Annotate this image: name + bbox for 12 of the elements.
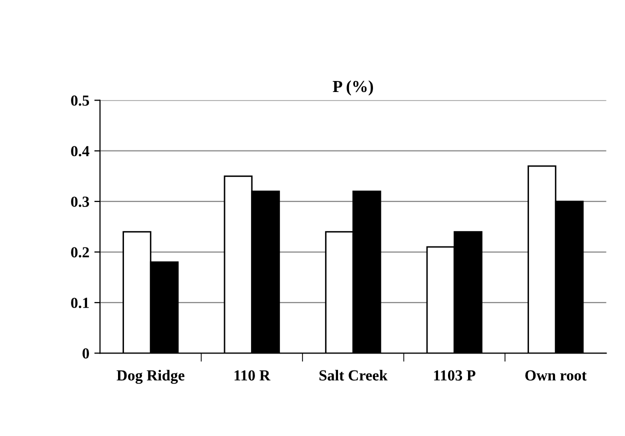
x-tick-label: 110 R bbox=[234, 370, 270, 381]
x-tick-label: Dog Ridge bbox=[116, 370, 184, 384]
y-tick-label: 0.1 bbox=[71, 298, 89, 308]
y-tick-label: 0.5 bbox=[71, 95, 90, 106]
y-tick-label: 0.4 bbox=[71, 146, 90, 156]
x-tick-label: Own root bbox=[525, 370, 587, 381]
y-tick-label: 0.2 bbox=[71, 247, 89, 258]
x-tick-label: Salt Creek bbox=[319, 370, 388, 381]
x-tick-label: 1103 P bbox=[434, 370, 476, 381]
y-tick-label: 0.3 bbox=[71, 196, 90, 207]
y-tick-label: 0 bbox=[82, 348, 89, 359]
chart-title: P (%) bbox=[332, 80, 373, 96]
